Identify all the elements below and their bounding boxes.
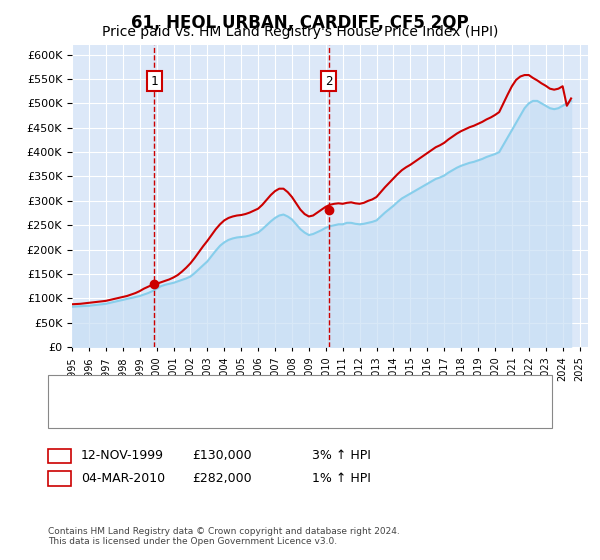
Text: HPI: Average price, detached house, Cardiff: HPI: Average price, detached house, Card…: [102, 408, 346, 418]
Text: 61, HEOL URBAN, CARDIFF, CF5 2QP: 61, HEOL URBAN, CARDIFF, CF5 2QP: [131, 14, 469, 32]
Text: 12-NOV-1999: 12-NOV-1999: [81, 449, 164, 463]
Text: 2: 2: [56, 472, 63, 485]
Text: 1% ↑ HPI: 1% ↑ HPI: [312, 472, 371, 485]
Text: 2: 2: [325, 74, 332, 87]
Text: Price paid vs. HM Land Registry's House Price Index (HPI): Price paid vs. HM Land Registry's House …: [102, 25, 498, 39]
Text: 1: 1: [56, 449, 63, 463]
Text: 3% ↑ HPI: 3% ↑ HPI: [312, 449, 371, 463]
Text: 61, HEOL URBAN, CARDIFF, CF5 2QP (detached house): 61, HEOL URBAN, CARDIFF, CF5 2QP (detach…: [102, 385, 407, 395]
Text: £130,000: £130,000: [192, 449, 251, 463]
Text: ——: ——: [66, 383, 83, 397]
Text: 1: 1: [151, 74, 158, 87]
Text: £282,000: £282,000: [192, 472, 251, 485]
Text: 04-MAR-2010: 04-MAR-2010: [81, 472, 165, 485]
Text: ——: ——: [66, 407, 83, 421]
Text: Contains HM Land Registry data © Crown copyright and database right 2024.
This d: Contains HM Land Registry data © Crown c…: [48, 526, 400, 546]
